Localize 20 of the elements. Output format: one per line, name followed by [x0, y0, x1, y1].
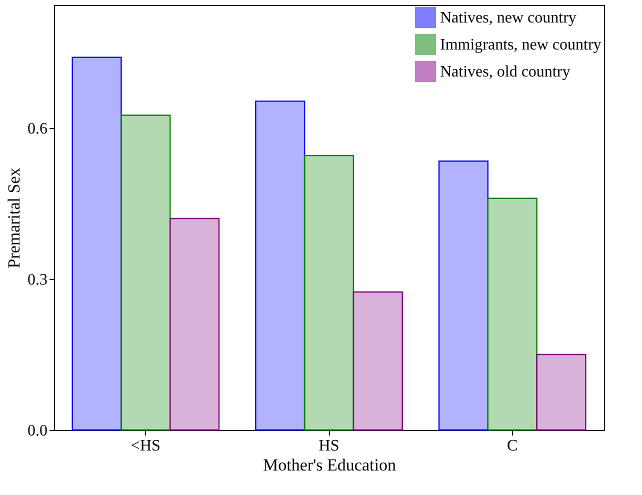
bar: [72, 56, 122, 431]
x-tick-label: HS: [318, 438, 340, 454]
bar: [120, 114, 171, 431]
bar: [304, 154, 354, 431]
x-axis-title: Mother's Education: [263, 456, 396, 474]
bar: [255, 100, 306, 431]
bar: [487, 198, 538, 431]
y-axis-title: Premarital Sex: [4, 167, 24, 268]
y-tick-label: 0.0: [28, 422, 48, 440]
legend-label: Natives, old country: [440, 64, 570, 80]
bar: [352, 291, 403, 431]
x-tick-label: <HS: [130, 438, 160, 454]
legend-label: Natives, new country: [440, 10, 576, 26]
bar: [536, 354, 586, 431]
legend-label: Immigrants, new country: [440, 36, 602, 54]
bar: [170, 218, 220, 431]
y-tick-label: 0.6: [28, 120, 48, 138]
x-tick-label: C: [506, 438, 518, 454]
y-tick-label: 0.3: [28, 271, 48, 288]
bar: [438, 160, 488, 431]
